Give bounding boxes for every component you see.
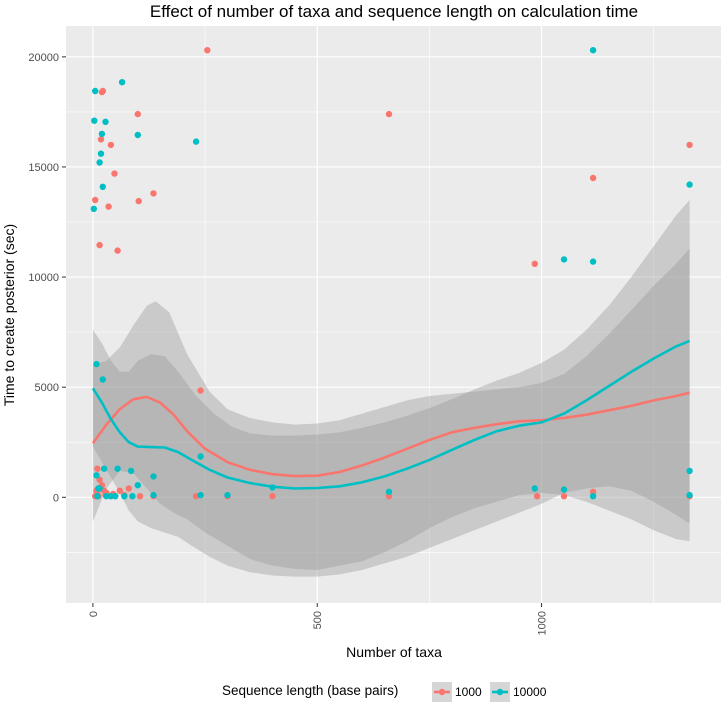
y-tick-label: 10000 — [28, 272, 59, 284]
legend-key-point-10000 — [496, 688, 504, 696]
axes: 0 5000 10000 15000 20000 0 500 1000 — [28, 52, 548, 636]
point-10000 — [192, 138, 200, 145]
point-10000 — [100, 465, 108, 472]
point-1000 — [92, 196, 99, 204]
x-tick-label: 500 — [312, 611, 324, 629]
point-10000 — [121, 493, 128, 500]
smooth-line-1000 — [91, 391, 690, 478]
confidence-ribbons — [92, 200, 690, 577]
point-1000 — [97, 136, 105, 143]
point-1000 — [385, 493, 393, 500]
ci-ribbon-1000 — [92, 248, 690, 570]
point-1000 — [114, 247, 121, 254]
point-10000 — [589, 493, 597, 500]
point-1000 — [686, 141, 693, 149]
point-10000 — [98, 130, 106, 138]
point-10000 — [150, 473, 157, 480]
legend-key-point-1000 — [438, 688, 446, 696]
point-1000 — [385, 110, 393, 118]
point-10000 — [118, 79, 126, 86]
point-10000 — [560, 486, 568, 493]
point-10000 — [93, 360, 100, 368]
point-10000 — [129, 493, 136, 500]
point-10000 — [686, 181, 693, 188]
point-10000 — [99, 376, 107, 383]
point-10000 — [112, 493, 119, 500]
point-10000 — [531, 485, 538, 492]
point-10000 — [93, 472, 100, 479]
point-10000 — [560, 256, 568, 263]
point-10000 — [127, 467, 135, 475]
y-tick-label: 15000 — [28, 162, 59, 174]
point-1000 — [96, 241, 103, 249]
point-10000 — [102, 118, 109, 126]
point-1000 — [135, 197, 142, 205]
point-10000 — [150, 491, 157, 499]
point-1000 — [107, 141, 115, 149]
point-1000 — [99, 87, 107, 95]
point-10000 — [385, 488, 393, 495]
point-1000 — [589, 174, 597, 182]
point-10000 — [197, 491, 204, 499]
point-10000 — [90, 205, 98, 212]
legend-label-10000: 10000 — [513, 685, 547, 699]
point-10000 — [589, 258, 597, 265]
point-10000 — [686, 491, 693, 499]
y-tick-label: 0 — [53, 492, 59, 504]
ci-ribbon-10000 — [92, 200, 690, 577]
y-tick-label: 5000 — [35, 382, 59, 394]
data-points — [90, 47, 693, 500]
point-10000 — [686, 467, 693, 475]
point-10000 — [114, 465, 121, 472]
point-10000 — [94, 493, 101, 500]
legend-label-1000: 1000 — [455, 685, 482, 699]
point-1000 — [150, 190, 157, 197]
point-1000 — [589, 488, 597, 495]
point-1000 — [111, 170, 118, 177]
point-1000 — [533, 493, 541, 500]
point-10000 — [99, 183, 107, 190]
point-1000 — [197, 387, 204, 394]
point-10000 — [103, 493, 110, 500]
chart-title: Effect of number of taxa and sequence le… — [150, 2, 638, 21]
point-10000 — [96, 159, 103, 166]
point-10000 — [134, 482, 141, 489]
point-1000 — [560, 493, 568, 500]
x-tick-label: 0 — [88, 611, 100, 617]
point-1000 — [94, 465, 101, 472]
point-10000 — [134, 131, 141, 139]
point-10000 — [197, 453, 204, 460]
point-1000 — [125, 485, 132, 492]
y-tick-label: 20000 — [28, 52, 59, 64]
point-10000 — [97, 150, 105, 157]
plot-panel — [66, 26, 721, 603]
point-1000 — [116, 487, 124, 494]
point-10000 — [91, 117, 98, 124]
point-10000 — [96, 485, 103, 492]
point-10000 — [224, 491, 231, 499]
x-tick-label: 1000 — [537, 611, 549, 635]
smooth-lines — [91, 339, 691, 490]
point-1000 — [204, 47, 211, 54]
x-axis-title: Number of taxa — [346, 644, 442, 660]
point-10000 — [92, 87, 99, 95]
point-1000 — [136, 493, 144, 500]
point-1000 — [531, 260, 538, 267]
legend: Sequence length (base pairs) 1000 10000 — [222, 682, 547, 702]
y-axis-title: Time to create posterior (sec) — [1, 224, 17, 406]
point-10000 — [107, 493, 115, 500]
point-10000 — [589, 47, 597, 54]
legend-title: Sequence length (base pairs) — [222, 683, 398, 698]
point-10000 — [269, 484, 276, 491]
point-1000 — [105, 203, 112, 210]
point-1000 — [269, 493, 276, 500]
smooth-line-10000 — [91, 339, 691, 490]
point-1000 — [134, 110, 141, 118]
